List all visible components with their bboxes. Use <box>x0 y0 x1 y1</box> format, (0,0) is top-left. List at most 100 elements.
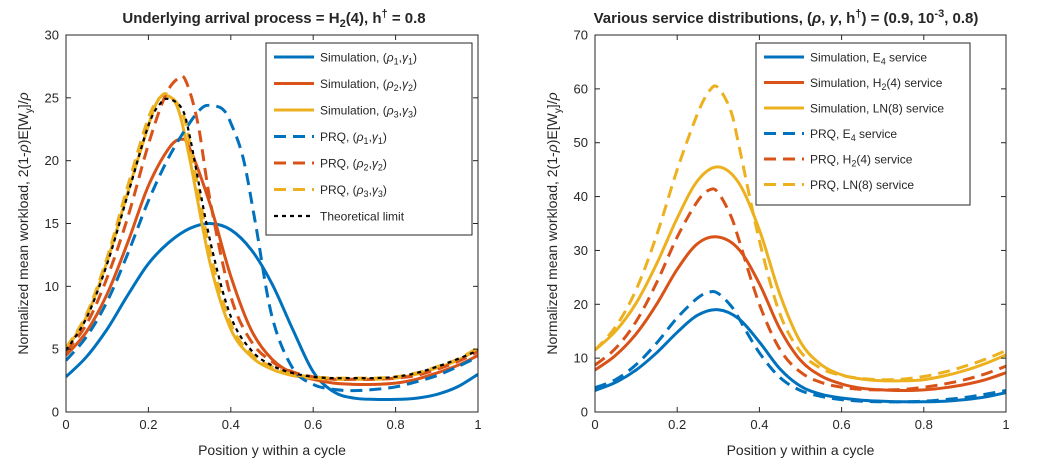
text-part: 3 <box>394 110 399 120</box>
legend-entry-3: Simulation, (ρ3,γ3) <box>320 104 417 120</box>
text-part: , <box>369 157 372 171</box>
y-tick-label: 25 <box>45 90 59 105</box>
text-part: 3 <box>364 189 369 199</box>
text-part: PRQ, ( <box>320 157 357 171</box>
text-part: ρ <box>356 130 364 144</box>
text-part: γ <box>829 10 839 27</box>
x-tick-label: 1 <box>474 417 481 432</box>
y-tick-label: 20 <box>45 153 59 168</box>
legend-entry-5: PRQ, H2(4) service <box>810 153 913 169</box>
series-group <box>595 84 1006 404</box>
legend-entry-2: Simulation, H2(4) service <box>810 76 943 92</box>
text-part: γ <box>372 130 379 144</box>
text-part: ρ <box>15 144 31 153</box>
text-part: 1 <box>378 136 383 146</box>
x-tick-label: 0.6 <box>304 417 322 432</box>
x-tick-label: 0.2 <box>139 417 157 432</box>
legend-entry-3: Simulation, LN(8) service <box>810 102 944 116</box>
text-part: , h <box>838 10 856 27</box>
x-tick-label: 0.2 <box>668 417 686 432</box>
text-part: ) <box>383 183 387 197</box>
series-line-5 <box>66 74 478 381</box>
text-part: 2 <box>394 83 399 93</box>
y-tick-label: 40 <box>574 189 588 204</box>
text-part: PRQ, E <box>810 127 851 141</box>
text-part: ρ <box>356 157 364 171</box>
text-part: ) <box>413 77 417 91</box>
x-tick-label: 0.8 <box>387 417 405 432</box>
text-part: γ <box>402 104 409 118</box>
text-part: Normalized mean workload, 2(1- <box>15 152 31 355</box>
series-line-6 <box>66 92 478 380</box>
y-tick-label: 10 <box>45 279 59 294</box>
text-part: ) <box>383 157 387 171</box>
legend: Simulation, (ρ1,γ1)Simulation, (ρ2,γ2)Si… <box>265 42 473 236</box>
y-tick-label: 30 <box>45 28 59 43</box>
y-tick-label: 30 <box>574 243 588 258</box>
text-part: 3 <box>378 189 383 199</box>
text-part: 2 <box>881 82 886 92</box>
series-group <box>66 74 478 402</box>
x-tick-label: 0.4 <box>750 417 768 432</box>
legend-entry-5: PRQ, (ρ2,γ2) <box>320 157 387 173</box>
text-part: service <box>886 51 928 65</box>
y-tick-label: 20 <box>574 297 588 312</box>
series-line-2 <box>66 137 478 387</box>
text-part: 2 <box>851 159 856 169</box>
y-tick-label: 0 <box>581 405 588 420</box>
x-axis-label: Position y within a cycle <box>198 442 346 458</box>
text-part: Simulation, H <box>810 76 881 90</box>
text-part: γ <box>402 77 409 91</box>
text-part: (4) service <box>856 153 912 167</box>
text-part: ρ <box>544 92 560 101</box>
text-part: 1 <box>408 57 413 67</box>
legend-entry-7: Theoretical limit <box>320 210 405 224</box>
text-part: )E[W <box>544 112 560 144</box>
text-part: Simulation, ( <box>320 77 387 91</box>
series-line-2 <box>595 235 1006 392</box>
text-part: -3 <box>934 8 944 20</box>
text-part: 2 <box>408 83 413 93</box>
text-part: ρ <box>15 92 31 101</box>
x-tick-label: 1 <box>1002 417 1009 432</box>
text-part: , <box>399 51 402 65</box>
y-tick-label: 70 <box>574 28 588 43</box>
text-part: 4 <box>881 57 886 67</box>
chart-title: Underlying arrival process = H2(4), h† =… <box>122 8 425 30</box>
text-part: y <box>24 108 35 113</box>
legend-entry-1: Simulation, E4 service <box>810 51 927 67</box>
text-part: ]/ <box>15 100 31 108</box>
text-part: , <box>369 130 372 144</box>
text-part: ρ <box>356 183 364 197</box>
text-part: Simulation, LN(8) service <box>810 102 944 116</box>
y-tick-label: 15 <box>45 216 59 231</box>
text-part: 4 <box>851 133 856 143</box>
legend-box <box>755 42 971 206</box>
x-tick-label: 0.4 <box>222 417 240 432</box>
text-part: ) <box>413 104 417 118</box>
series-line-4 <box>66 103 478 393</box>
x-tick-label: 0.6 <box>833 417 851 432</box>
text-part: Simulation, ( <box>320 51 387 65</box>
axes-box <box>594 34 1007 413</box>
text-part: γ <box>372 157 379 171</box>
text-part: PRQ, ( <box>320 183 357 197</box>
x-tick-label: 0 <box>591 417 598 432</box>
legend-box <box>265 42 473 236</box>
y-tick-label: 0 <box>52 405 59 420</box>
series-line-1 <box>66 221 478 402</box>
text-part: , <box>399 77 402 91</box>
text-part: 2 <box>378 163 383 173</box>
text-part: γ <box>402 51 409 65</box>
text-part: ) <box>413 51 417 65</box>
series-line-3 <box>595 165 1006 383</box>
text-part: ρ <box>544 144 560 153</box>
text-part: Various service distributions, ( <box>594 10 812 27</box>
text-part: (4), h <box>346 10 382 27</box>
y-tick-label: 5 <box>52 342 59 357</box>
text-part: Theoretical limit <box>320 210 405 224</box>
text-part: 1 <box>364 136 369 146</box>
